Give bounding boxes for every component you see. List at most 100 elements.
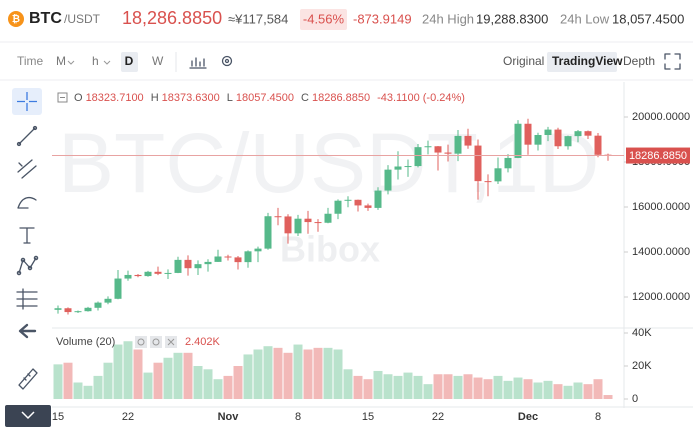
volume-bar — [153, 362, 163, 399]
eye-icon — [137, 338, 145, 346]
tool-selected-bg — [12, 88, 42, 115]
last-price-tag — [626, 147, 690, 164]
collapse-button[interactable] — [5, 405, 51, 427]
candle-body — [594, 135, 602, 155]
interval-button[interactable]: W — [152, 54, 164, 68]
volume-bar — [293, 344, 303, 399]
volume-current: 2.402K — [185, 336, 221, 348]
candle-body — [514, 123, 522, 158]
candle-body — [214, 256, 222, 262]
ohlc-key: C — [301, 92, 309, 104]
interval-button[interactable]: D — [125, 54, 134, 68]
volume-bar — [393, 375, 403, 399]
view-selected-bg — [547, 52, 617, 72]
volume-bar — [463, 374, 473, 399]
ohlc-value: 18057.4500 — [236, 92, 294, 104]
view-button[interactable]: TradingView — [552, 54, 623, 68]
fullscreen-button[interactable] — [664, 53, 681, 70]
quote-symbol: /USDT — [64, 12, 101, 26]
candle-body — [274, 216, 282, 218]
volume-bar — [233, 366, 243, 399]
pattern-tool[interactable] — [16, 255, 39, 276]
back-tool[interactable] — [18, 323, 37, 339]
interval-button[interactable]: M — [56, 54, 66, 68]
indicator-button[interactable] — [189, 57, 207, 69]
candle-body — [234, 257, 242, 263]
eye-button[interactable] — [135, 336, 147, 348]
x-tick-label: 15 — [52, 411, 64, 423]
ohlc-value: 18373.6300 — [162, 92, 220, 104]
candle-body — [444, 152, 452, 154]
candle-body — [434, 146, 442, 153]
candle-body — [494, 168, 502, 182]
candle-body — [154, 271, 162, 274]
fib-tool[interactable] — [16, 288, 38, 310]
close-icon — [167, 338, 175, 346]
crosshair-tool[interactable] — [17, 92, 37, 111]
x-tick-label: Dec — [518, 411, 538, 423]
ohlc-value: 18286.8850 — [312, 92, 370, 104]
view-group: Original TradingView Depth — [503, 52, 655, 72]
candle-body — [104, 298, 112, 303]
volume-bar — [353, 375, 363, 399]
candle-body — [424, 146, 432, 148]
dropdown-caret — [103, 60, 111, 65]
volume-bar — [513, 377, 523, 399]
ohlc-key: O — [74, 92, 83, 104]
volume-bar — [183, 352, 193, 399]
volume-bar — [163, 357, 173, 399]
candle-body — [564, 136, 572, 147]
collapse-chevron — [21, 411, 35, 420]
candle-body — [534, 135, 542, 145]
candle-body — [314, 222, 322, 224]
y-tick-label: 16000.0000 — [632, 201, 690, 213]
candle-body — [384, 169, 392, 191]
volume-bar — [503, 380, 513, 399]
candle-body — [484, 181, 492, 183]
volume-tick-label: 0 — [632, 393, 638, 405]
candle-body — [224, 256, 232, 258]
candle-body — [54, 308, 62, 310]
candle-body — [164, 272, 172, 274]
y-tick-label: 14000.0000 — [632, 246, 690, 258]
settings-button[interactable] — [150, 336, 162, 348]
volume-bar — [453, 375, 463, 399]
legend-toggle[interactable] — [57, 92, 68, 103]
volume-bar — [213, 379, 223, 399]
volume-bar — [193, 366, 203, 399]
brush-tool[interactable] — [17, 196, 37, 209]
volume-bar — [603, 395, 613, 399]
line-tool[interactable] — [16, 125, 38, 147]
low-label: 24h Low — [560, 11, 610, 26]
volume-bar — [443, 374, 453, 399]
coin-glyph: ₿ — [12, 13, 20, 25]
view-button[interactable]: Depth — [623, 54, 655, 68]
volume-bar — [403, 372, 413, 399]
volume-bar — [583, 384, 593, 399]
volume-bar — [483, 379, 493, 399]
volume-bar — [563, 385, 573, 399]
interval-button[interactable]: h — [92, 54, 99, 68]
channel-tool[interactable] — [17, 159, 37, 179]
volume-bar — [113, 344, 123, 399]
volume-bar — [63, 362, 73, 399]
candle-body — [244, 251, 252, 263]
x-tick-label: Nov — [218, 411, 240, 423]
candle-body — [464, 135, 472, 146]
settings-button[interactable] — [221, 55, 233, 67]
volume-bar — [133, 349, 143, 399]
volume-bar — [313, 347, 323, 399]
volume-bar — [383, 374, 393, 399]
y-tick-label: 20000.0000 — [632, 111, 690, 123]
high-value: 19,288.8300 — [476, 11, 548, 26]
candle-body — [304, 218, 312, 223]
candle-body — [174, 259, 182, 273]
change-percent: -4.56% — [303, 11, 345, 26]
candle-body — [374, 190, 382, 208]
text-tool[interactable] — [19, 227, 35, 244]
view-button[interactable]: Original — [503, 54, 544, 68]
volume-bar — [263, 346, 273, 399]
ruler-tool[interactable] — [18, 368, 38, 390]
volume-bar — [363, 379, 373, 399]
